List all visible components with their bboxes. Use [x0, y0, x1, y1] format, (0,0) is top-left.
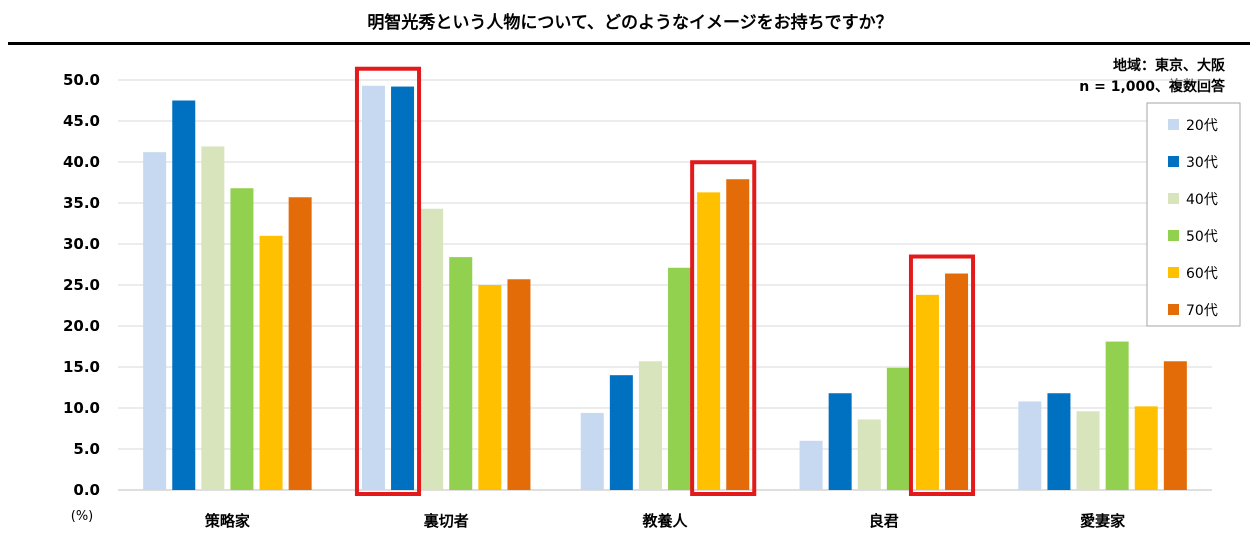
y-tick-label: 25.0	[63, 276, 100, 294]
legend-swatch	[1168, 230, 1179, 241]
bar	[201, 146, 225, 491]
x-category-label: 良君	[869, 512, 899, 530]
legend-label: 40代	[1186, 192, 1218, 208]
y-axis-ticks: 0.0 5.0 10.0 15.0 20.0 25.0 30.0 35.0 40.0 45.0 50…	[63, 71, 100, 499]
legend-swatch	[1168, 156, 1179, 167]
y-tick-label: 10.0	[63, 399, 100, 417]
highlight-box	[908, 254, 976, 496]
y-tick-label: 20.0	[63, 317, 100, 335]
highlight-boxes	[354, 66, 976, 497]
legend-label: 50代	[1186, 229, 1218, 245]
y-tick-label: 0.0	[73, 481, 100, 499]
y-tick-label: 40.0	[63, 153, 100, 171]
bar	[143, 152, 167, 490]
legend-swatch	[1168, 304, 1179, 315]
bars	[143, 85, 1187, 491]
bar	[609, 375, 633, 490]
bar	[726, 179, 750, 490]
region-note: 地域：東京、大阪	[1113, 57, 1226, 74]
bar	[230, 188, 254, 491]
bar	[478, 285, 502, 490]
bar	[945, 273, 969, 490]
bar	[1047, 393, 1071, 490]
y-tick-label: 30.0	[63, 235, 100, 253]
legend-swatch	[1168, 119, 1179, 130]
legend-label: 70代	[1186, 303, 1218, 319]
x-category-label: 策略家	[204, 512, 250, 530]
bar	[1018, 401, 1042, 490]
unit-label: (%)	[71, 509, 94, 524]
bar	[259, 235, 283, 490]
y-tick-label: 45.0	[63, 112, 100, 130]
legend-label: 30代	[1186, 155, 1218, 171]
bar	[857, 419, 881, 490]
highlight-box	[354, 66, 422, 497]
bar	[361, 85, 385, 491]
bar	[172, 100, 196, 490]
bar	[1163, 361, 1187, 490]
legend-swatch	[1168, 193, 1179, 204]
bar	[288, 197, 312, 490]
bar	[449, 257, 473, 490]
bar	[668, 267, 692, 490]
title-underline	[8, 42, 1250, 45]
legend: 20代 30代 40代 50代 60代 70代	[1146, 102, 1241, 327]
bar	[580, 412, 604, 490]
bar	[1134, 406, 1158, 490]
y-tick-label: 50.0	[63, 71, 100, 89]
bar	[799, 440, 823, 490]
bar	[915, 294, 939, 490]
legend-swatch	[1168, 267, 1179, 278]
bar	[638, 361, 662, 490]
legend-box	[1146, 102, 1241, 327]
y-tick-label: 35.0	[63, 194, 100, 212]
legend-label: 20代	[1186, 118, 1218, 134]
sample-note: n = 1,000、複数回答	[1079, 78, 1226, 95]
highlight-box	[690, 160, 757, 496]
x-category-label: 愛妻家	[1080, 512, 1125, 530]
x-category-label: 裏切者	[423, 512, 469, 530]
bar	[1105, 341, 1129, 490]
y-tick-label: 5.0	[73, 440, 100, 458]
legend-label: 60代	[1186, 266, 1218, 282]
bar	[391, 86, 415, 490]
bar	[1076, 411, 1100, 490]
bar	[697, 192, 721, 490]
chart-title: 明智光秀という人物について、どのようなイメージをお持ちですか？	[367, 12, 892, 33]
bar	[420, 208, 444, 491]
x-axis-labels: 策略家 裏切者 教養人 良君 愛妻家	[204, 512, 1125, 530]
bar	[828, 393, 852, 490]
bar	[507, 279, 531, 490]
y-tick-label: 15.0	[63, 358, 100, 376]
bar	[886, 367, 910, 490]
x-category-label: 教養人	[641, 512, 688, 530]
